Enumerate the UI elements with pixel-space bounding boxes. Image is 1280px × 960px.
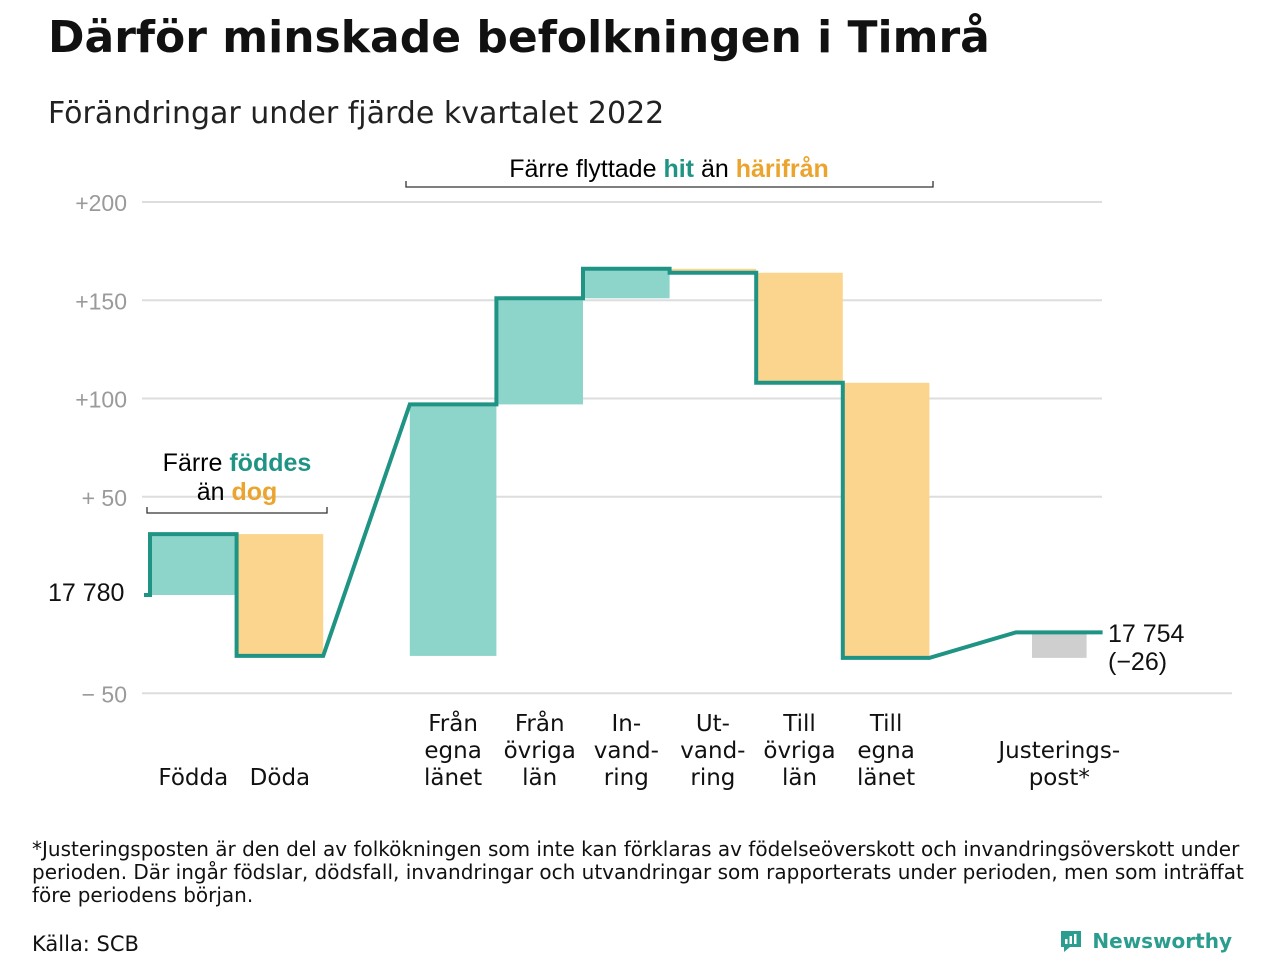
births-annotation-text-2: än [197,478,225,506]
category-label-line: ring [690,765,735,791]
bar [150,534,237,595]
svg-text:än dog: än dog [197,478,278,506]
births-annotation: Färre föddes än dog [146,449,328,514]
y-tick-label: +200 [75,190,127,216]
y-tick-label: + 50 [82,485,127,511]
moves-highlight-hit: hit [663,155,694,183]
y-tick-label: +150 [75,288,127,314]
chart-subtitle: Förändringar under fjärde kvartalet 2022 [48,96,665,131]
moves-bracket [405,181,934,188]
category-label: Ut-vand-ring [680,711,745,791]
category-label-line: Ut- [696,711,730,737]
moves-annotation-text-2: än [701,155,729,183]
bar [583,268,670,299]
category-label: In-vand-ring [594,711,659,791]
bar [1032,632,1087,658]
svg-text:Färre flyttade hit: Färre flyttade hit än härifrån [509,155,829,183]
source-label: Källa: SCB [32,932,139,956]
page-title: Därför minskade befolkningen i Timrå [48,12,990,63]
category-label-line: vand- [594,738,659,764]
moves-highlight-harifran: härifrån [736,155,829,183]
step-line-path [144,266,1103,660]
step-line [144,266,1103,660]
births-highlight-word: föddes [229,449,311,477]
svg-text:Färre föddes: Färre föddes [163,449,312,477]
category-label-line: post* [1029,765,1090,791]
category-label-line: Till [782,711,816,737]
category-label-line: Till [869,711,903,737]
category-label-line: övriga [763,738,835,764]
end-change-label: (−26) [1108,648,1167,676]
category-label-line: egna [857,738,914,764]
brand[interactable]: Newsworthy [1058,928,1232,954]
category-label: Döda [250,765,310,791]
deaths-highlight-word: dog [231,478,277,506]
category-label-line: Från [428,709,478,737]
moves-annotation-text: Färre flyttade [509,155,656,183]
bar [496,298,583,405]
category-label-line: länet [424,765,482,791]
grid-lines [142,201,1232,695]
y-axis-ticks: +200 +150 +100 + 50 − 50 [75,190,127,707]
category-label: Från egna länet [424,709,482,791]
category-label-line: övriga [504,738,576,764]
bar [236,534,324,656]
category-label-line: länet [857,765,915,791]
category-label-line: egna [424,738,481,764]
category-label: Från övriga län [504,709,576,791]
category-label-line: Justerings- [996,738,1120,764]
category-label-line: Döda [250,765,310,791]
bar [409,404,497,656]
category-label-line: ring [604,765,649,791]
category-label-line: län [522,765,557,791]
category-label: Till övriga län [763,711,835,791]
category-label-line: Från [515,709,565,737]
category-label: Justerings-post* [996,738,1120,791]
category-label-line: In- [611,711,641,737]
y-tick-label: +100 [75,387,127,413]
y-tick-label: − 50 [82,681,127,707]
start-value-label: 17 780 [48,579,124,607]
category-label-line: vand- [680,738,745,764]
category-label: Födda [158,765,228,791]
births-annotation-text: Färre [163,449,223,477]
moves-annotation: Färre flyttade hit än härifrån [405,155,934,188]
footnote: *Justeringsposten är den del av folkökni… [32,837,1244,907]
newsworthy-logo-icon [1061,931,1082,952]
end-value-label: 17 754 [1108,620,1185,648]
category-label-line: Födda [158,765,228,791]
bars [150,268,1087,658]
bar [756,272,843,383]
brand-name: Newsworthy [1092,929,1232,953]
births-bracket [146,507,328,514]
category-label: Till egna länet [857,711,915,791]
bar [842,382,930,658]
category-label-line: län [782,765,817,791]
